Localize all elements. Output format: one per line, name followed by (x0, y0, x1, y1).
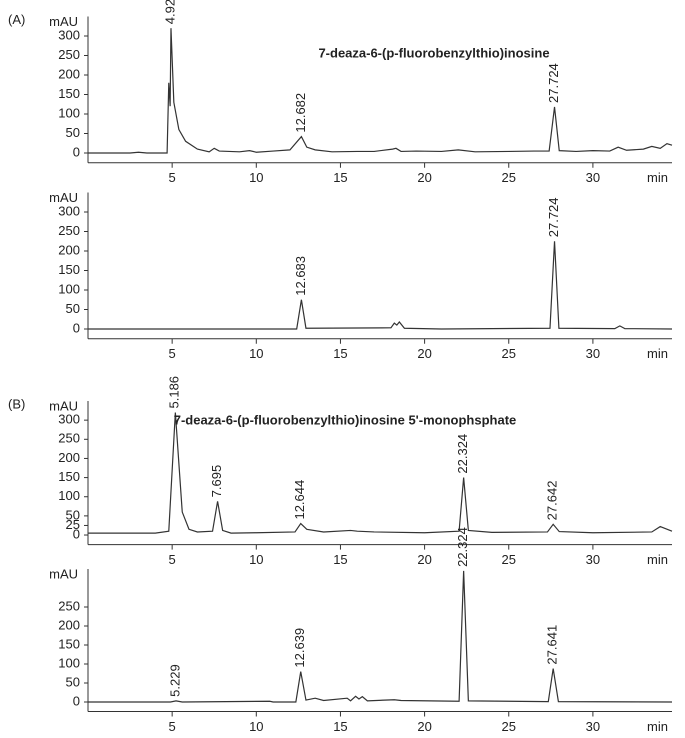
y-tick-label: 0 (73, 320, 80, 335)
x-tick-label: 20 (417, 552, 431, 567)
y-tick-label: 200 (58, 242, 80, 257)
y-tick-label: 150 (58, 86, 80, 101)
y-tick-label: 100 (58, 488, 80, 503)
x-tick-label: 10 (249, 719, 263, 734)
y-tick-label: 250 (58, 598, 80, 613)
y-tick-label: 0 (73, 693, 80, 708)
trace (88, 570, 673, 703)
peak-label: 12.683 (293, 256, 308, 296)
y-tick-label: 150 (58, 636, 80, 651)
panel-label: (A) (8, 12, 25, 27)
y-tick-label: 250 (58, 223, 80, 238)
y-tick-label: 250 (58, 431, 80, 446)
x-tick-label: 20 (417, 346, 431, 361)
y-tick-label: 100 (58, 105, 80, 120)
peak-label: 22.324 (455, 527, 470, 567)
x-tick-label: 5 (169, 552, 176, 567)
x-tick-label: 15 (333, 719, 347, 734)
x-tick-label: 30 (586, 719, 600, 734)
x-tick-label: 25 (502, 552, 516, 567)
y-tick-label: 200 (58, 617, 80, 632)
peak-label: 27.642 (545, 481, 560, 521)
x-tick-label: 5 (169, 170, 176, 185)
x-tick-label: 5 (169, 346, 176, 361)
y-tick-label: 150 (58, 469, 80, 484)
x-axis-label: min (647, 552, 668, 567)
x-tick-label: 25 (502, 170, 516, 185)
y-tick-label: 100 (58, 281, 80, 296)
x-tick-label: 5 (169, 719, 176, 734)
x-tick-label: 30 (586, 346, 600, 361)
peak-label: 12.639 (292, 628, 307, 668)
y-tick-label: 50 (66, 125, 80, 140)
x-tick-label: 30 (586, 552, 600, 567)
trace (88, 241, 673, 330)
x-tick-label: 20 (417, 719, 431, 734)
trace (88, 412, 673, 534)
x-axis-label: min (647, 346, 668, 361)
y-tick-label: 300 (58, 203, 80, 218)
x-tick-label: 15 (333, 170, 347, 185)
y-tick-label: 300 (58, 412, 80, 427)
x-tick-label: 10 (249, 170, 263, 185)
y-tick-label: 200 (58, 450, 80, 465)
peak-label: 12.682 (293, 93, 308, 133)
y-tick-label: 25 (66, 517, 80, 532)
x-tick-label: 10 (249, 552, 263, 567)
x-axis-label: min (647, 170, 668, 185)
x-tick-label: 20 (417, 170, 431, 185)
y-axis-label: mAU (49, 190, 78, 205)
trace (88, 28, 673, 154)
peak-label: 7.695 (209, 465, 224, 498)
peak-label: 27.724 (546, 63, 561, 103)
y-tick-label: 50 (66, 674, 80, 689)
panel-label: (B) (8, 396, 25, 411)
y-axis-label: mAU (49, 14, 78, 29)
peak-label: 5.229 (167, 664, 182, 697)
peak-label: 22.324 (455, 434, 470, 474)
x-tick-label: 25 (502, 346, 516, 361)
y-tick-label: 200 (58, 66, 80, 81)
y-tick-label: 150 (58, 262, 80, 277)
peak-label: 27.641 (545, 625, 560, 665)
peak-label: 12.644 (292, 480, 307, 520)
peak-label: 27.724 (546, 197, 561, 237)
chart-title: 7-deaza-6-(p-fluorobenzylthio)inosine (318, 45, 549, 60)
x-axis-label: min (647, 719, 668, 734)
peak-label: 5.186 (167, 376, 182, 409)
y-axis-label: mAU (49, 566, 78, 581)
y-tick-label: 50 (66, 301, 80, 316)
x-tick-label: 15 (333, 552, 347, 567)
y-tick-label: 100 (58, 655, 80, 670)
y-tick-label: 0 (73, 144, 80, 159)
x-tick-label: 25 (502, 719, 516, 734)
x-tick-label: 15 (333, 346, 347, 361)
y-axis-label: mAU (49, 398, 78, 413)
chart-title: 7-deaza-6-(p-fluorobenzylthio)inosine 5'… (174, 412, 517, 427)
y-tick-label: 300 (58, 27, 80, 42)
y-tick-label: 50 (66, 507, 80, 522)
y-tick-label: 250 (58, 47, 80, 62)
y-tick-label: 0 (73, 526, 80, 541)
x-tick-label: 30 (586, 170, 600, 185)
peak-label: 4.928 (162, 0, 177, 24)
x-tick-label: 10 (249, 346, 263, 361)
